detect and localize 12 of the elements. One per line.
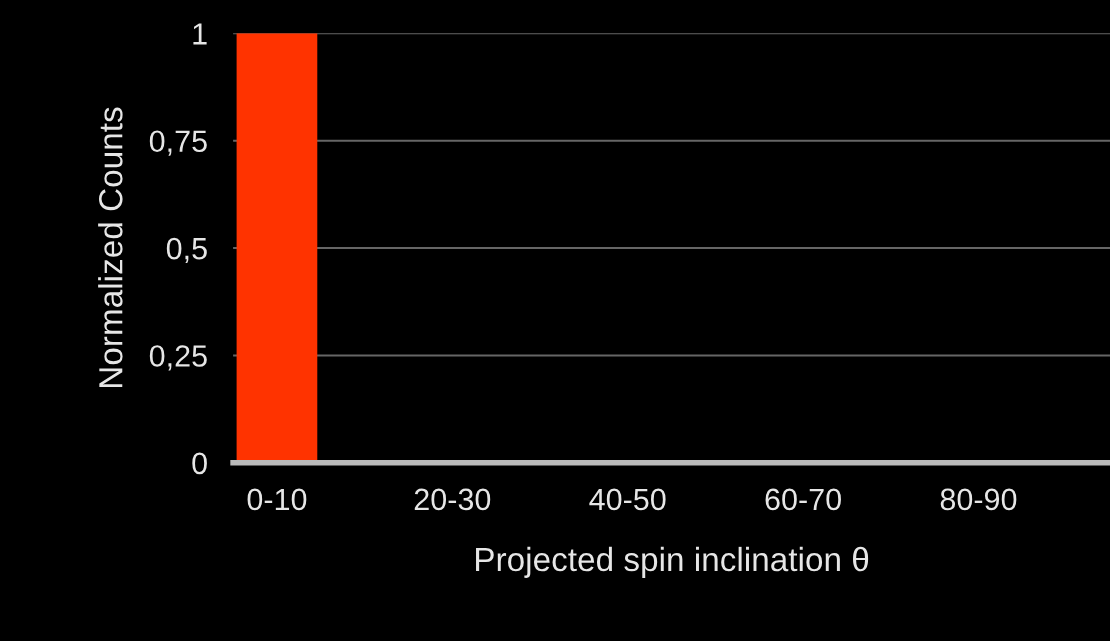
x-axis-title: Projected spin inclination θ [476, 546, 869, 578]
x-tick-label: 20-30 [414, 488, 491, 511]
x-tick-label: 0-10 [247, 488, 307, 511]
y-tick-label: 0,25 [149, 345, 207, 371]
y-axis-title: Normalized Counts [98, 107, 123, 388]
y-tick-label: 0 [192, 452, 207, 475]
x-tick-label: 40-50 [589, 488, 666, 511]
x-tick-label: 80-90 [940, 488, 1017, 511]
x-tick-label: 60-70 [765, 488, 841, 511]
y-tick-label: 0,5 [166, 237, 207, 264]
y-tick-label: 0,75 [149, 130, 207, 156]
y-tick-label: 1 [193, 23, 207, 45]
